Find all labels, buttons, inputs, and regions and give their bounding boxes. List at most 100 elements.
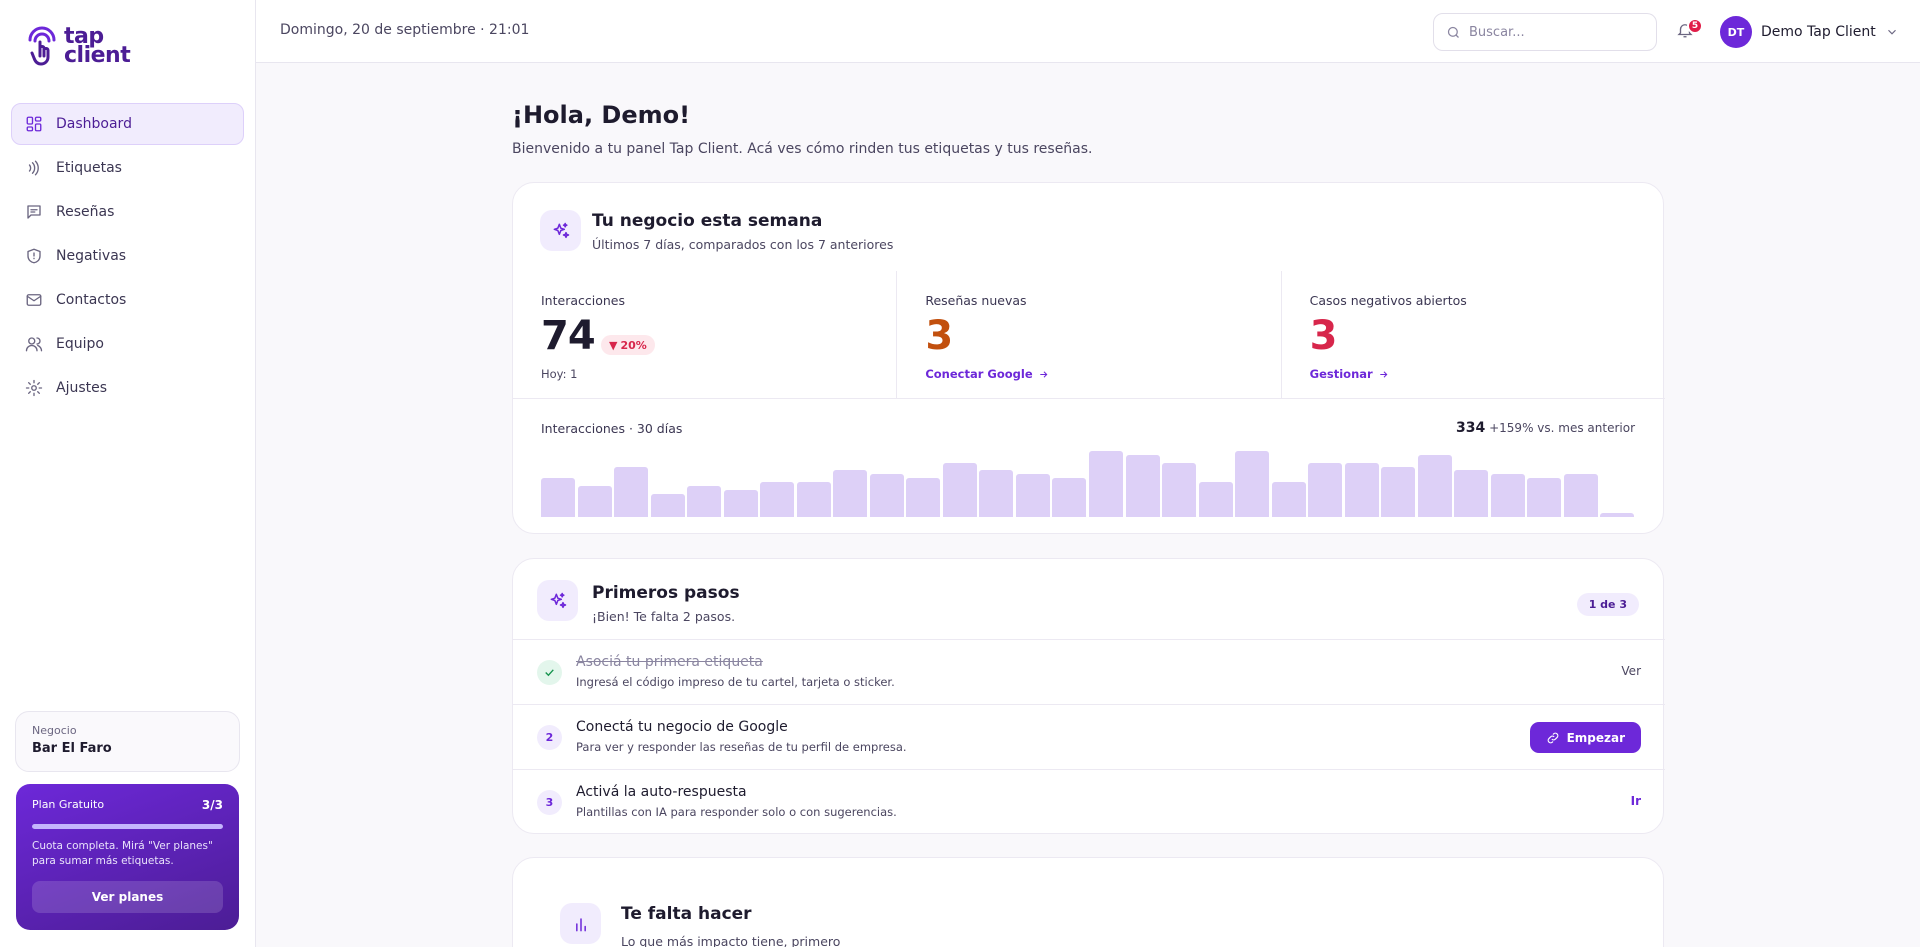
week-title: Tu negocio esta semana: [592, 211, 823, 231]
todo-subtitle: Lo que más impacto tiene, primero: [621, 934, 841, 947]
chart-compare: +159% vs. mes anterior: [1489, 421, 1635, 435]
plan-usage-bar: [32, 824, 223, 829]
sidebar-item-label: Etiquetas: [56, 160, 122, 176]
go-step-link[interactable]: Ir: [1630, 794, 1641, 808]
step-desc: Para ver y responder las reseñas de tu p…: [576, 740, 907, 754]
first-steps-subtitle: ¡Bien! Te falta 2 pasos.: [592, 609, 736, 624]
chart-bar: [760, 482, 795, 517]
sidebar-item-etiquetas[interactable]: Etiquetas: [11, 147, 244, 189]
chart-bar: [1198, 482, 1233, 517]
chart-bar: [979, 470, 1014, 517]
chart-bar: [1454, 470, 1489, 517]
week-subtitle: Últimos 7 días, comparados con los 7 ant…: [592, 237, 894, 252]
page-title: ¡Hola, Demo!: [512, 101, 691, 129]
chart-bar: [1235, 451, 1270, 517]
chart-bar: [1600, 513, 1635, 517]
chart-bar: [833, 470, 868, 517]
logo[interactable]: tap client: [26, 24, 131, 68]
chart-bar: [1052, 478, 1087, 517]
triangle-down-icon: ▼: [609, 338, 618, 352]
chart-bar: [1308, 462, 1343, 517]
chart-bar: [1125, 454, 1160, 517]
nfc-icon: [28, 160, 39, 176]
welcome-text: Bienvenido a tu panel Tap Client. Acá ve…: [512, 141, 1093, 157]
sidebar-item-ajustes[interactable]: Ajustes: [11, 367, 244, 409]
sidebar-item-dashboard[interactable]: Dashboard: [11, 103, 244, 145]
sidebar-item-label: Equipo: [56, 336, 104, 352]
stat-label: Casos negativos abiertos: [1309, 293, 1467, 308]
chart-total-value: 334: [1456, 420, 1486, 436]
step-title: Conectá tu negocio de Google: [576, 719, 788, 735]
user-menu[interactable]: DT Demo Tap Client: [1720, 16, 1899, 48]
stat-label: Interacciones: [541, 293, 625, 308]
chart-bar: [1563, 474, 1598, 517]
search-box[interactable]: [1433, 13, 1657, 51]
chart-bar: [723, 489, 758, 517]
sidebar-item-contactos[interactable]: Contactos: [11, 279, 244, 321]
search-icon: [1447, 26, 1459, 38]
chart-bar: [1271, 482, 1306, 517]
list-item: 3 Activá la auto-respuesta Plantillas co…: [513, 769, 1665, 834]
plan-usage-fill: [32, 824, 223, 829]
stat-today: Hoy: 1: [541, 367, 578, 381]
business-label: Negocio: [32, 724, 77, 737]
step-desc: Ingresá el código impreso de tu cartel, …: [576, 675, 895, 689]
sidebar-item-negativas[interactable]: Negativas: [11, 235, 244, 277]
connect-google-link[interactable]: Conectar Google: [925, 367, 1048, 381]
link-label: Gestionar: [1309, 367, 1373, 381]
progress-badge: 1 de 3: [1576, 593, 1639, 616]
chart-bar: [1015, 474, 1050, 517]
sidebar-item-equipo[interactable]: Equipo: [11, 323, 244, 365]
brand-name: tap client: [64, 24, 131, 68]
week-summary-card: Tu negocio esta semana Últimos 7 días, c…: [512, 182, 1665, 534]
user-name: Demo Tap Client: [1761, 24, 1876, 40]
chart-title: Interacciones · 30 días: [541, 421, 683, 436]
stat-value: 3: [1309, 313, 1338, 359]
list-item: Asociá tu primera etiqueta Ingresá el có…: [513, 639, 1665, 704]
current-date: Domingo, 20 de septiembre · 21:01: [280, 22, 530, 38]
sidebar-nav: Dashboard Etiquetas Reseñas Negativas Co…: [11, 103, 244, 411]
chart-bar: [1417, 454, 1452, 517]
button-label: Empezar: [1566, 730, 1625, 745]
steps-list: Asociá tu primera etiqueta Ingresá el có…: [513, 639, 1665, 834]
sidebar-item-label: Contactos: [56, 292, 127, 308]
start-button[interactable]: Empezar: [1529, 722, 1641, 753]
view-plans-button[interactable]: Ver planes: [32, 881, 223, 913]
todo-title: Te falta hacer: [621, 904, 752, 924]
stat-value: 3: [925, 313, 953, 359]
reviews-icon: [27, 205, 41, 219]
dashboard-icon: [26, 116, 42, 132]
chart-bar: [1162, 462, 1197, 517]
arrow-right-icon: [1039, 370, 1048, 378]
manage-link[interactable]: Gestionar: [1310, 367, 1389, 381]
chart-bar: [906, 478, 941, 517]
delta-value: 20%: [620, 338, 647, 352]
notifications-button[interactable]: 5: [1676, 18, 1703, 41]
chart-bar: [614, 466, 649, 517]
team-icon: [25, 337, 43, 352]
link-label: Conectar Google: [925, 367, 1033, 381]
chart-bar: [942, 462, 977, 517]
chart-bar: [577, 485, 612, 517]
step-desc: Plantillas con IA para responder solo o …: [576, 805, 897, 819]
step-title: Asociá tu primera etiqueta: [576, 654, 763, 670]
bar-chart-icon: [575, 917, 586, 931]
plan-text: Cuota completa. Mirá "Ver planes" para s…: [32, 840, 213, 867]
avatar: DT: [1720, 16, 1752, 48]
sparkles-icon: [553, 222, 569, 238]
stat-negative-cases: Casos negativos abiertos 3 Gestionar: [1282, 271, 1665, 398]
sidebar-item-label: Dashboard: [56, 116, 132, 132]
business-selector[interactable]: Negocio Bar El Faro: [15, 711, 240, 772]
chart-bar: [1527, 478, 1562, 517]
chart-total: 334 +159% vs. mes anterior: [1456, 420, 1635, 436]
arrow-right-icon: [1379, 370, 1388, 378]
list-item: 2 Conectá tu negocio de Google Para ver …: [513, 704, 1665, 769]
view-step-link[interactable]: Ver: [1621, 664, 1641, 678]
sidebar: tap client Dashboard Etiquetas Reseñas N…: [0, 0, 256, 947]
notifications-badge: 5: [1687, 18, 1703, 34]
chart-bar: [1490, 474, 1525, 517]
sparkles-icon-box: [537, 580, 578, 621]
search-input[interactable]: [1469, 24, 1629, 40]
sidebar-item-resenas[interactable]: Reseñas: [11, 191, 244, 233]
topbar: Domingo, 20 de septiembre · 21:01 5 DT D…: [256, 0, 1920, 63]
